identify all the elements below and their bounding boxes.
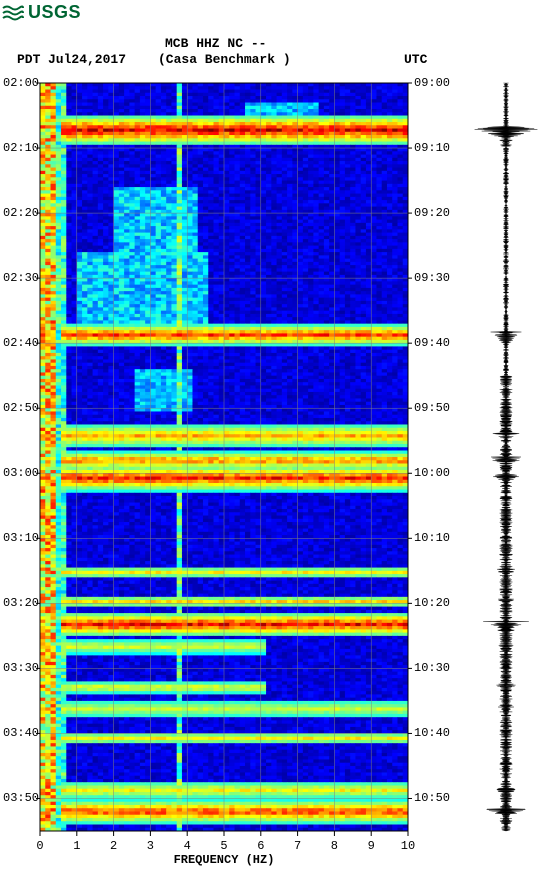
utc-tick: 10:40 <box>414 726 450 740</box>
pdt-tick: 03:20 <box>3 596 39 610</box>
utc-tick: 09:20 <box>414 206 450 220</box>
pdt-tick: 03:30 <box>3 661 39 675</box>
usgs-logo: USGS <box>2 2 81 23</box>
pdt-tick: 03:40 <box>3 726 39 740</box>
spectrogram-plot: 012345678910FREQUENCY (HZ) <box>35 78 453 876</box>
date: Jul24,2017 <box>48 52 126 67</box>
utc-tick: 10:50 <box>414 791 450 805</box>
location-line: (Casa Benchmark ) <box>158 52 291 67</box>
right-tz: UTC <box>404 52 427 67</box>
pdt-tick: 03:10 <box>3 531 39 545</box>
pdt-tick: 02:50 <box>3 401 39 415</box>
waveform-plot <box>468 78 544 836</box>
pdt-tick: 02:10 <box>3 141 39 155</box>
station-line: MCB HHZ NC -- <box>165 36 266 51</box>
utc-tick: 10:00 <box>414 466 450 480</box>
pdt-tick: 02:40 <box>3 336 39 350</box>
utc-tick: 10:30 <box>414 661 450 675</box>
utc-tick: 09:10 <box>414 141 450 155</box>
pdt-tick: 03:50 <box>3 791 39 805</box>
usgs-text: USGS <box>28 2 81 23</box>
pdt-tick: 02:20 <box>3 206 39 220</box>
pdt-tick: 03:00 <box>3 466 39 480</box>
left-tz: PDT <box>17 52 40 67</box>
utc-tick: 09:50 <box>414 401 450 415</box>
pdt-tick: 02:00 <box>3 76 39 90</box>
utc-tick: 09:00 <box>414 76 450 90</box>
utc-tick: 09:30 <box>414 271 450 285</box>
utc-tick: 10:20 <box>414 596 450 610</box>
utc-tick: 09:40 <box>414 336 450 350</box>
utc-tick: 10:10 <box>414 531 450 545</box>
pdt-tick: 02:30 <box>3 271 39 285</box>
usgs-wave-icon <box>2 4 24 22</box>
